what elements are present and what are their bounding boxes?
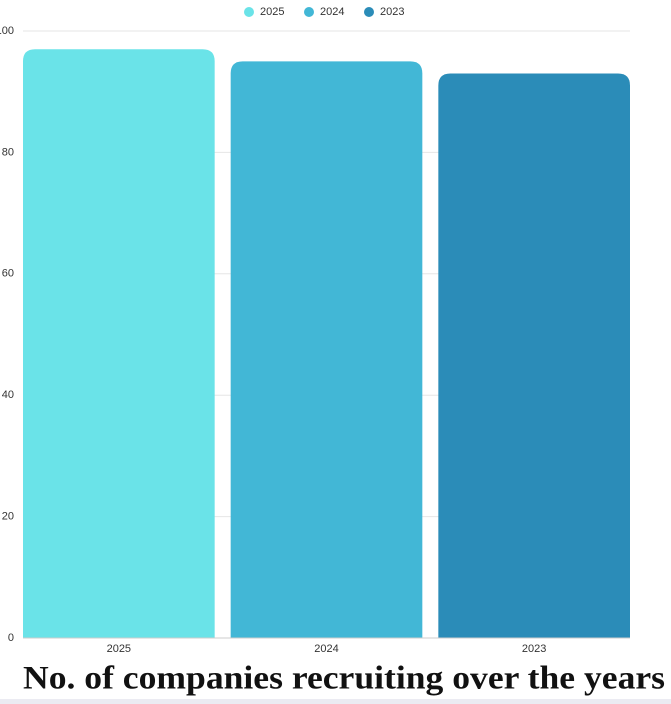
bar [23,49,215,638]
chart-title: No. of companies recruiting over the yea… [23,661,665,697]
y-tick-label: 40 [2,389,14,401]
legend-label: 2025 [260,6,284,18]
bar [438,73,630,639]
y-tick-label: 60 [2,268,14,280]
x-tick-label: 2025 [107,643,131,655]
bottom-strip [0,699,671,704]
y-tick-label: 100 [0,25,14,37]
y-tick-label: 80 [2,146,14,158]
legend-label: 2024 [320,6,344,18]
y-tick-label: 0 [8,632,14,644]
legend-marker [364,7,374,17]
y-tick-label: 20 [2,511,14,523]
legend-marker [304,7,314,17]
x-tick-label: 2023 [522,643,546,655]
x-tick-label: 2024 [314,643,338,655]
legend-label: 2023 [380,6,404,18]
legend-marker [244,7,254,17]
bar [230,61,423,639]
